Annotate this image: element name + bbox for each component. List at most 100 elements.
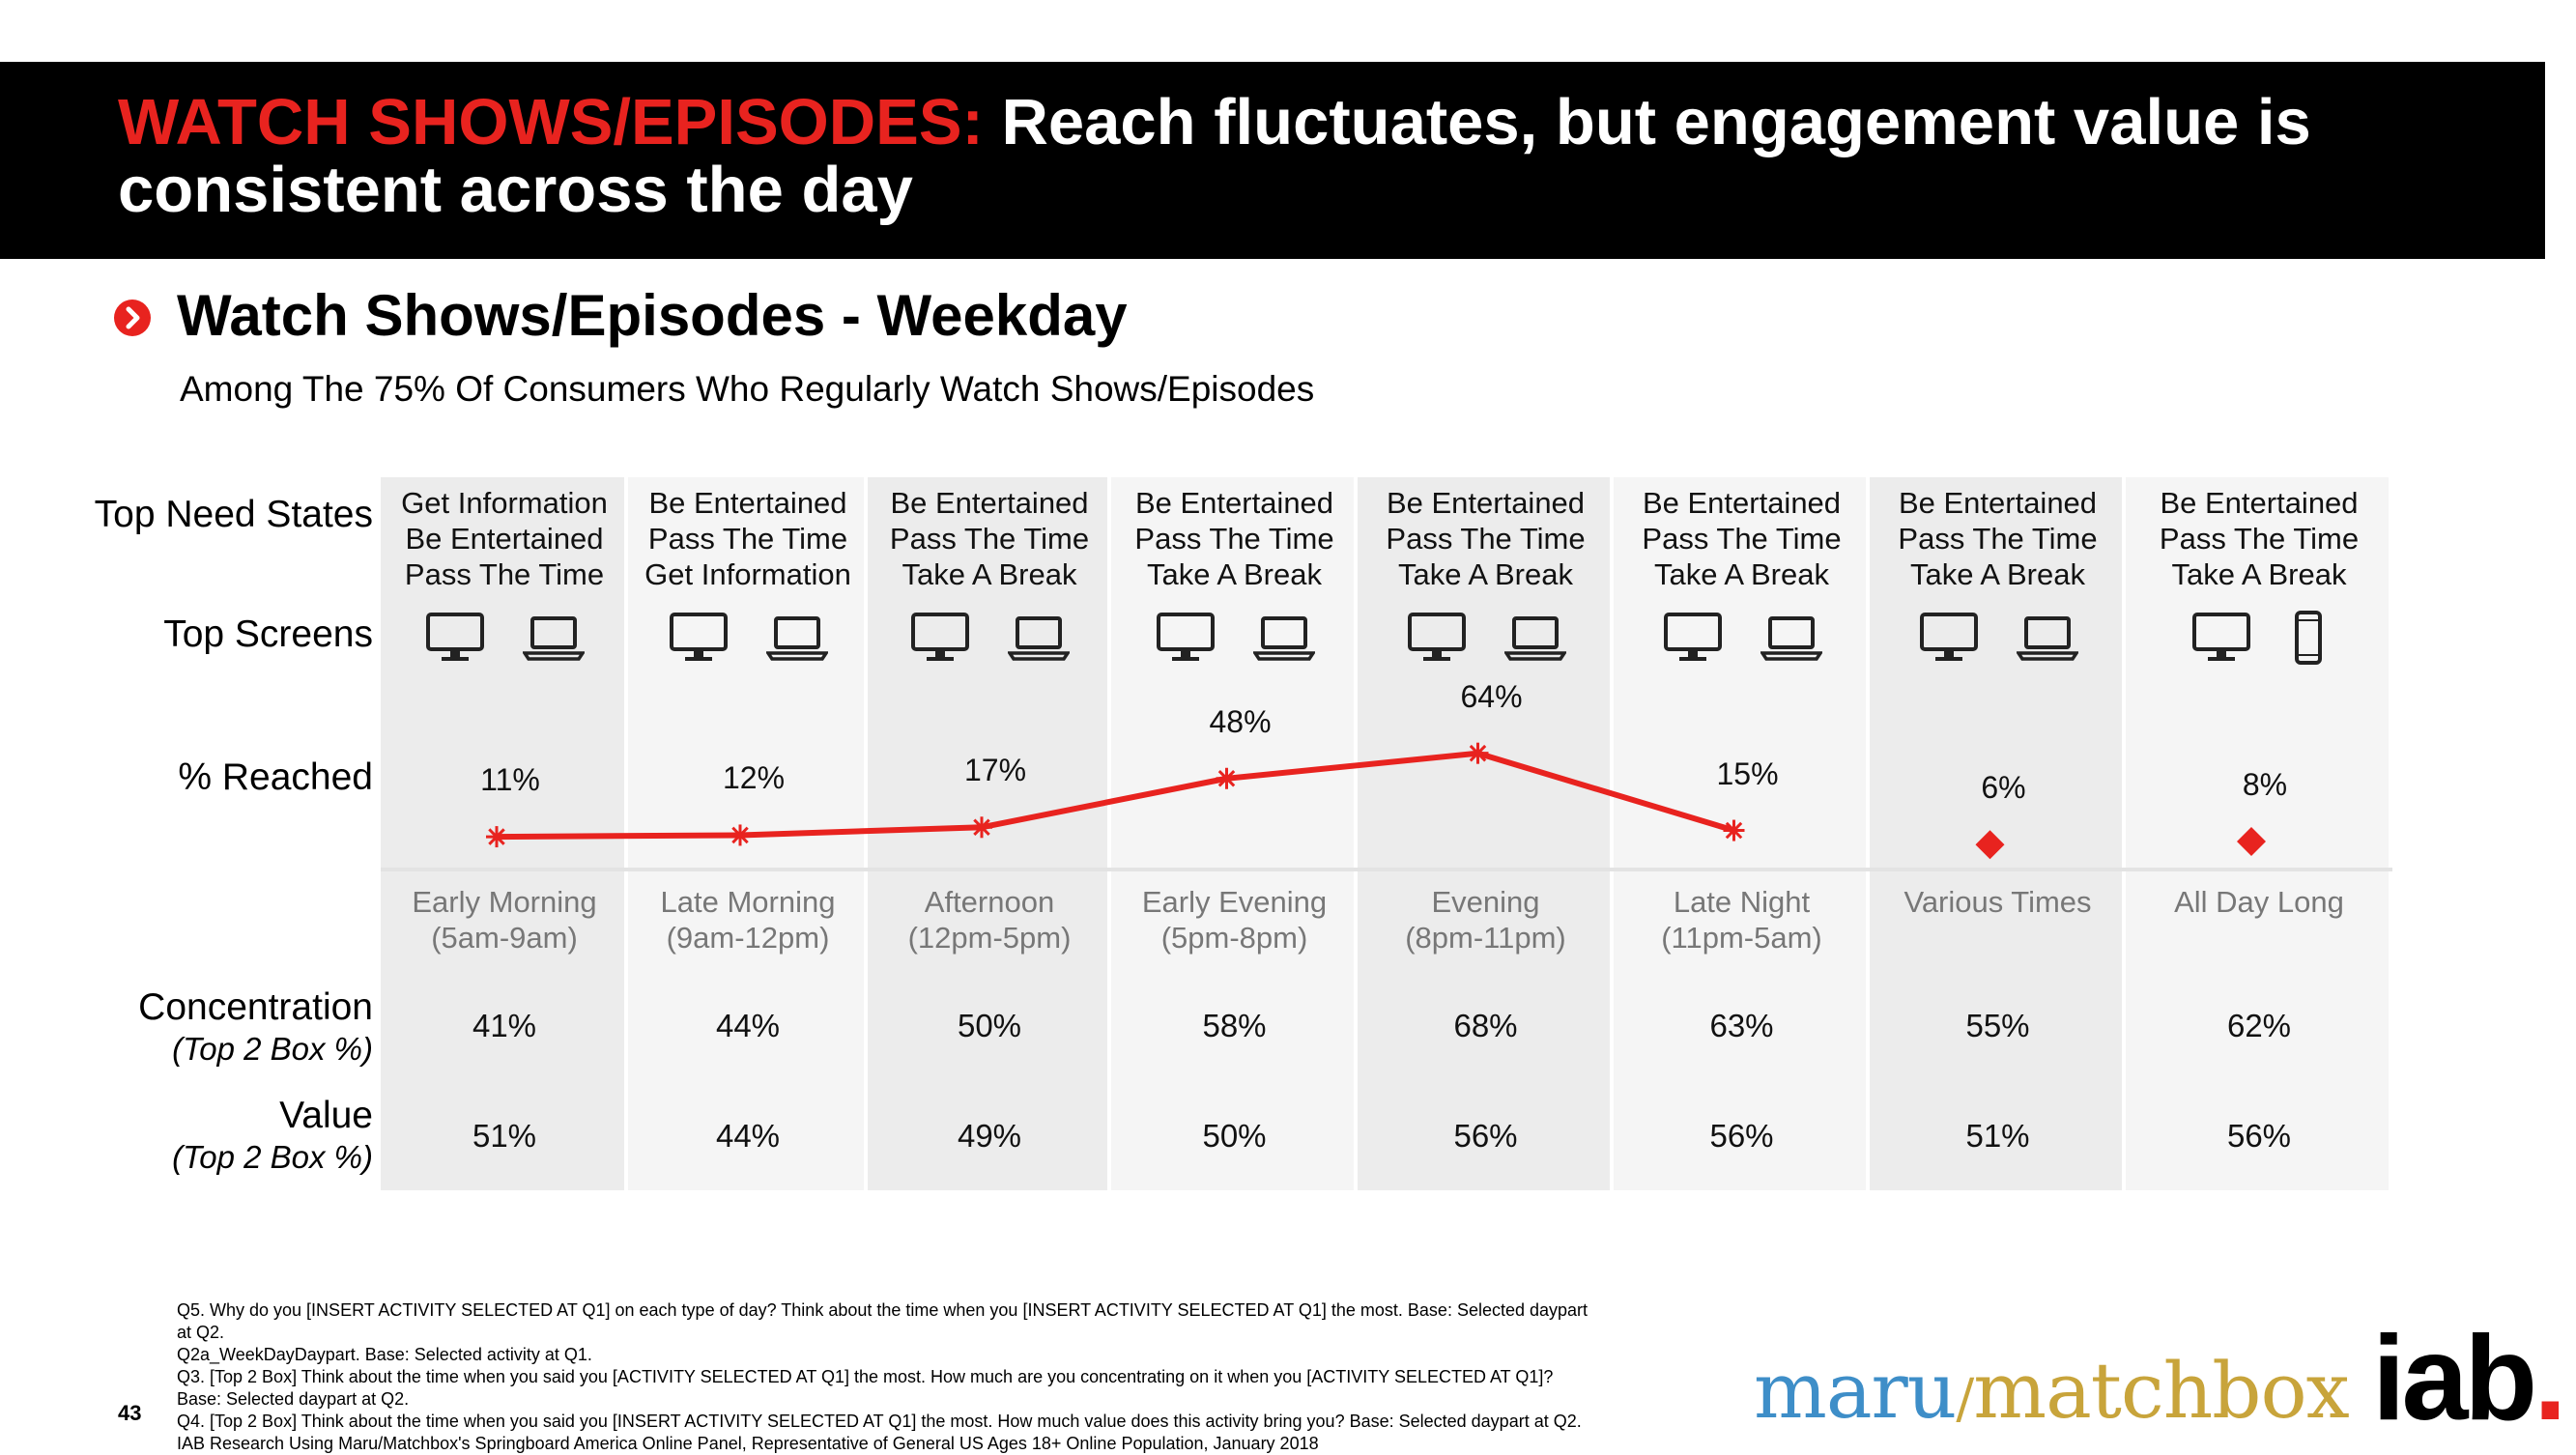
need-states-cell: Be Entertained Pass The Time Take A Break — [1870, 485, 2126, 592]
need-state: Take A Break — [2171, 557, 2347, 591]
laptop-icon — [2015, 611, 2079, 670]
laptop-icon — [1759, 611, 1823, 670]
monitor-icon — [2190, 611, 2252, 670]
concentration-value: 50% — [957, 1008, 1022, 1043]
need-state: Pass The Time — [404, 557, 605, 591]
daypart-label: Evening (8pm-11pm) — [1358, 884, 1614, 956]
need-states-cell: Be Entertained Pass The Time Take A Break — [1111, 485, 1358, 592]
reach-data-label: 48% — [1209, 703, 1272, 739]
concentration-sub-label: (Top 2 Box %) — [172, 1031, 373, 1067]
footnote-line: at Q2. — [177, 1323, 225, 1342]
iab-logo: iab. — [2372, 1319, 2567, 1439]
top-screens-cell — [868, 611, 1111, 670]
laptop-icon — [764, 611, 830, 670]
need-state: Pass The Time — [1898, 522, 2098, 556]
need-state: Pass The Time — [1134, 522, 1334, 556]
value-value: 56% — [1453, 1118, 1518, 1154]
daypart-name: Evening — [1431, 885, 1540, 919]
reach-data-label: 11% — [480, 762, 540, 798]
row-label-need-states: Top Need States — [94, 494, 373, 535]
concentration-value: 44% — [715, 1008, 781, 1043]
top-screens-cell — [1870, 611, 2126, 670]
reach-data-label: 12% — [722, 760, 786, 796]
need-state: Pass The Time — [1642, 522, 1842, 556]
need-state: Pass The Time — [2159, 522, 2360, 556]
concentration-value: 62% — [2226, 1008, 2292, 1043]
need-state: Be Entertained — [890, 486, 1089, 520]
daypart-label: Various Times — [1870, 884, 2126, 920]
concentration-value: 58% — [1202, 1008, 1267, 1043]
section-title: Watch Shows/Episodes - Weekday — [177, 283, 1128, 348]
matchbox-logo-text: matchbox — [1973, 1346, 2350, 1436]
need-state: Be Entertained — [1134, 486, 1334, 520]
need-state: Take A Break — [1398, 557, 1573, 591]
need-state: Be Entertained — [405, 522, 604, 556]
need-states-cell: Get Information Be Entertained Pass The Ti… — [381, 485, 628, 592]
daypart-label: Late Night (11pm-5am) — [1614, 884, 1870, 956]
daypart-name: All Day Long — [2174, 885, 2344, 919]
footnote-line: Q3. [Top 2 Box] Think about the time whe… — [177, 1367, 1554, 1386]
need-state: Be Entertained — [2160, 486, 2359, 520]
top-screens-cell — [628, 611, 868, 670]
row-label-value: Value (Top 2 Box %) — [172, 1094, 373, 1177]
value-value: 44% — [715, 1118, 781, 1154]
concentration-value: 68% — [1453, 1008, 1518, 1043]
footnote-line: Q2a_WeekDayDaypart. Base: Selected activ… — [177, 1345, 592, 1364]
concentration-value: 55% — [1965, 1008, 2030, 1043]
value-value: 50% — [1202, 1118, 1267, 1154]
footnote-line: Q4. [Top 2 Box] Think about the time whe… — [177, 1412, 1582, 1431]
daypart-label: Early Morning (5am-9am) — [381, 884, 628, 956]
daypart-name: Various Times — [1903, 885, 2092, 919]
reach-data-label: 15% — [1716, 756, 1779, 791]
row-label-reached: % Reached — [178, 756, 373, 798]
need-state: Get Information — [401, 486, 608, 520]
monitor-icon — [1155, 611, 1216, 670]
reach-data-label: 64% — [1460, 678, 1523, 714]
need-state: Be Entertained — [1386, 486, 1586, 520]
slide-title-rest: Reach fluctuates, but engagement value i… — [118, 86, 2311, 226]
daypart-label: Late Morning (9am-12pm) — [628, 884, 868, 956]
need-states-cell: Be Entertained Pass The Time Take A Break — [868, 485, 1111, 592]
iab-logo-text: iab — [2372, 1312, 2537, 1445]
top-screens-cell — [1358, 611, 1614, 670]
value-sub-label: (Top 2 Box %) — [172, 1139, 373, 1175]
chart-baseline — [381, 868, 2392, 871]
value-value: 51% — [472, 1118, 537, 1154]
reach-data-label: 17% — [963, 753, 1027, 788]
need-state: Take A Break — [1147, 557, 1322, 591]
need-state: Get Information — [644, 557, 851, 591]
daypart-hours: (11pm-5am) — [1661, 921, 1822, 955]
logo-slash: / — [1956, 1368, 1974, 1431]
daypart-name: Late Morning — [660, 885, 836, 919]
need-state: Take A Break — [1654, 557, 1829, 591]
monitor-icon — [424, 611, 486, 670]
top-screens-cell — [1111, 611, 1358, 670]
need-states-cell: Be Entertained Pass The Time Take A Break — [2126, 485, 2392, 592]
slide-title: WATCH SHOWS/EPISODES: Reach fluctuates, … — [118, 89, 2495, 224]
daypart-hours: (12pm-5pm) — [907, 921, 1072, 955]
laptop-icon — [1503, 611, 1567, 670]
top-screens-cell — [2126, 611, 2392, 670]
value-label: Value — [279, 1095, 373, 1136]
monitor-icon — [909, 611, 971, 670]
reach-data-label: 8% — [2242, 766, 2288, 802]
laptop-icon — [1006, 611, 1072, 670]
reach-data-label: 6% — [1981, 770, 2026, 806]
header-bar — [0, 62, 2545, 259]
section-subtitle: Among The 75% Of Consumers Who Regularly… — [180, 369, 1315, 409]
maru-matchbox-logo: maru/matchbox — [1754, 1346, 2350, 1443]
page-number: 43 — [118, 1401, 142, 1425]
daypart-name: Early Morning — [412, 885, 597, 919]
need-states-cell: Be Entertained Pass The Time Take A Break — [1358, 485, 1614, 592]
iab-logo-dot: . — [2533, 1312, 2567, 1445]
phone-icon — [2289, 611, 2328, 670]
daypart-label: Early Evening (5pm-8pm) — [1111, 884, 1358, 956]
monitor-icon — [668, 611, 730, 670]
daypart-hours: (5am-9am) — [431, 921, 578, 955]
need-state: Be Entertained — [1898, 486, 2098, 520]
daypart-label: Afternoon (12pm-5pm) — [868, 884, 1111, 956]
maru-logo-text: maru — [1754, 1346, 1957, 1436]
value-value: 56% — [1709, 1118, 1774, 1154]
footnote-line: IAB Research Using Maru/Matchbox's Sprin… — [177, 1434, 1319, 1453]
need-state: Be Entertained — [648, 486, 847, 520]
